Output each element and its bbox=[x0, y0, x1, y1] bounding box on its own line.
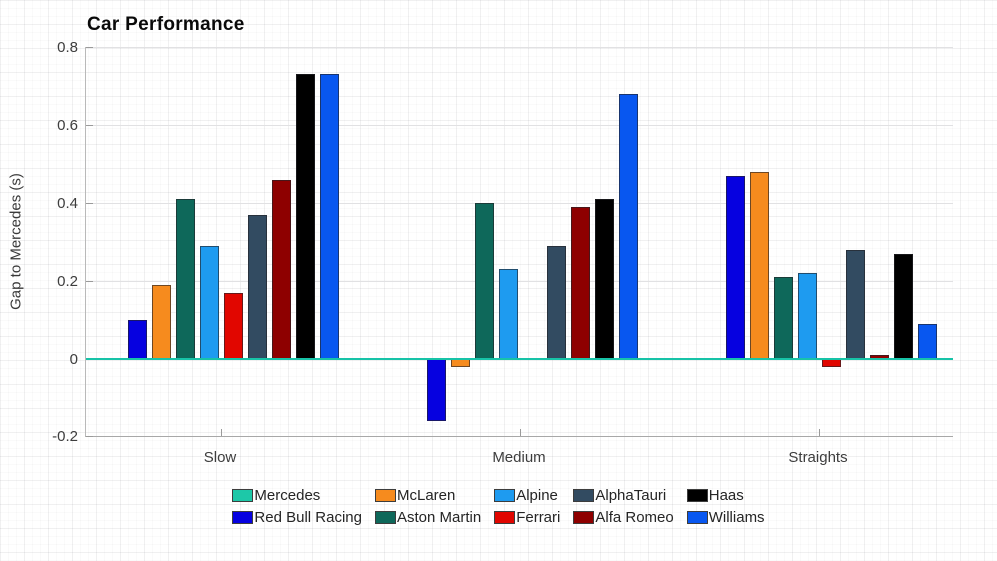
y-tick-label: 0.8 bbox=[57, 39, 78, 56]
gridline bbox=[86, 125, 953, 126]
y-tick-label: 0.6 bbox=[57, 117, 78, 134]
x-tick-mark bbox=[520, 429, 521, 436]
legend-item-red-bull-racing: Red Bull Racing bbox=[232, 509, 362, 526]
legend-label: Haas bbox=[708, 487, 744, 504]
x-category-label-medium: Medium bbox=[492, 449, 546, 466]
legend-swatch-alphatauri bbox=[573, 489, 595, 502]
legend-item-alphatauri: AlphaTauri bbox=[573, 487, 673, 504]
bar-ferrari-slow bbox=[223, 292, 243, 359]
bar-aston-martin-medium bbox=[474, 203, 494, 359]
legend-label: Alpine bbox=[516, 487, 558, 504]
bar-red-bull-racing-medium bbox=[426, 359, 446, 422]
bar-mclaren-straights bbox=[749, 171, 769, 359]
legend-swatch-alfa-romeo bbox=[573, 511, 595, 524]
legend-item-mclaren: McLaren bbox=[374, 487, 481, 504]
y-tick-label: 0 bbox=[69, 351, 78, 368]
bar-alpine-medium bbox=[498, 269, 518, 359]
legend-item-ferrari: Ferrari bbox=[494, 509, 560, 526]
legend-grid: Mercedes McLaren Alpine AlphaTauri Haas Red B… bbox=[232, 487, 765, 526]
bar-williams-slow bbox=[319, 74, 339, 359]
legend-item-haas: Haas bbox=[686, 487, 765, 504]
bar-alphatauri-medium bbox=[546, 245, 566, 359]
legend-label: Mercedes bbox=[254, 487, 321, 504]
x-tick-mark bbox=[819, 429, 820, 436]
bar-williams-medium bbox=[618, 93, 638, 359]
bar-haas-straights bbox=[893, 253, 913, 359]
y-tick-label: 0.4 bbox=[57, 195, 78, 212]
gridline bbox=[86, 203, 953, 204]
bar-red-bull-racing-slow bbox=[127, 320, 147, 359]
bar-haas-medium bbox=[594, 199, 614, 359]
gridline bbox=[86, 47, 953, 48]
plot-area bbox=[85, 47, 953, 437]
bar-williams-straights bbox=[917, 323, 937, 359]
y-tick-mark bbox=[86, 436, 93, 437]
legend-swatch-aston-martin bbox=[374, 511, 396, 524]
legend-item-alpine: Alpine bbox=[494, 487, 560, 504]
x-category-label-slow: Slow bbox=[203, 449, 237, 466]
zero-gridline bbox=[86, 358, 953, 360]
bar-alpine-slow bbox=[199, 245, 219, 359]
legend-label: Ferrari bbox=[516, 509, 561, 526]
gridline bbox=[86, 281, 953, 282]
bar-mclaren-medium bbox=[450, 359, 470, 367]
legend-label: McLaren bbox=[396, 487, 456, 504]
bar-red-bull-racing-straights bbox=[725, 175, 745, 359]
bar-alfa-romeo-slow bbox=[271, 179, 291, 359]
y-tick-label: 0.2 bbox=[57, 273, 78, 290]
bar-ferrari-straights bbox=[821, 359, 841, 367]
legend-swatch-alpine bbox=[494, 489, 516, 502]
legend-label: AlphaTauri bbox=[595, 487, 667, 504]
legend-item-aston-martin: Aston Martin bbox=[374, 509, 482, 526]
chart-title: Car Performance bbox=[87, 14, 245, 35]
legend-item-williams: Williams bbox=[686, 509, 765, 526]
y-tick-mark bbox=[86, 47, 93, 48]
bar-aston-martin-slow bbox=[175, 199, 195, 359]
legend-label: Red Bull Racing bbox=[254, 509, 362, 526]
legend-swatch-williams bbox=[686, 511, 708, 524]
bar-haas-slow bbox=[295, 74, 315, 359]
bar-alphatauri-straights bbox=[845, 249, 865, 359]
y-axis-label: Gap to Mercedes (s) bbox=[7, 173, 25, 310]
x-tick-mark bbox=[221, 429, 222, 436]
y-tick-label: -0.2 bbox=[52, 428, 78, 445]
legend-item-mercedes: Mercedes bbox=[232, 487, 362, 504]
bar-alfa-romeo-medium bbox=[570, 206, 590, 359]
y-tick-mark bbox=[86, 203, 93, 204]
bar-alpine-straights bbox=[797, 273, 817, 359]
legend-label: Williams bbox=[708, 509, 765, 526]
legend-swatch-haas bbox=[686, 489, 708, 502]
bar-aston-martin-straights bbox=[773, 277, 793, 359]
legend-label: Alfa Romeo bbox=[595, 509, 674, 526]
legend-swatch-mercedes bbox=[232, 489, 254, 502]
y-tick-mark bbox=[86, 281, 93, 282]
legend: Mercedes McLaren Alpine AlphaTauri Haas Red B… bbox=[0, 487, 997, 526]
bar-alphatauri-slow bbox=[247, 214, 267, 359]
y-tick-mark bbox=[86, 125, 93, 126]
legend-swatch-red-bull-racing bbox=[232, 511, 254, 524]
x-category-label-straights: Straights bbox=[788, 449, 848, 466]
legend-swatch-ferrari bbox=[494, 511, 516, 524]
legend-item-alfa-romeo: Alfa Romeo bbox=[573, 509, 674, 526]
bar-mclaren-slow bbox=[151, 284, 171, 359]
legend-label: Aston Martin bbox=[396, 509, 482, 526]
legend-swatch-mclaren bbox=[374, 489, 396, 502]
